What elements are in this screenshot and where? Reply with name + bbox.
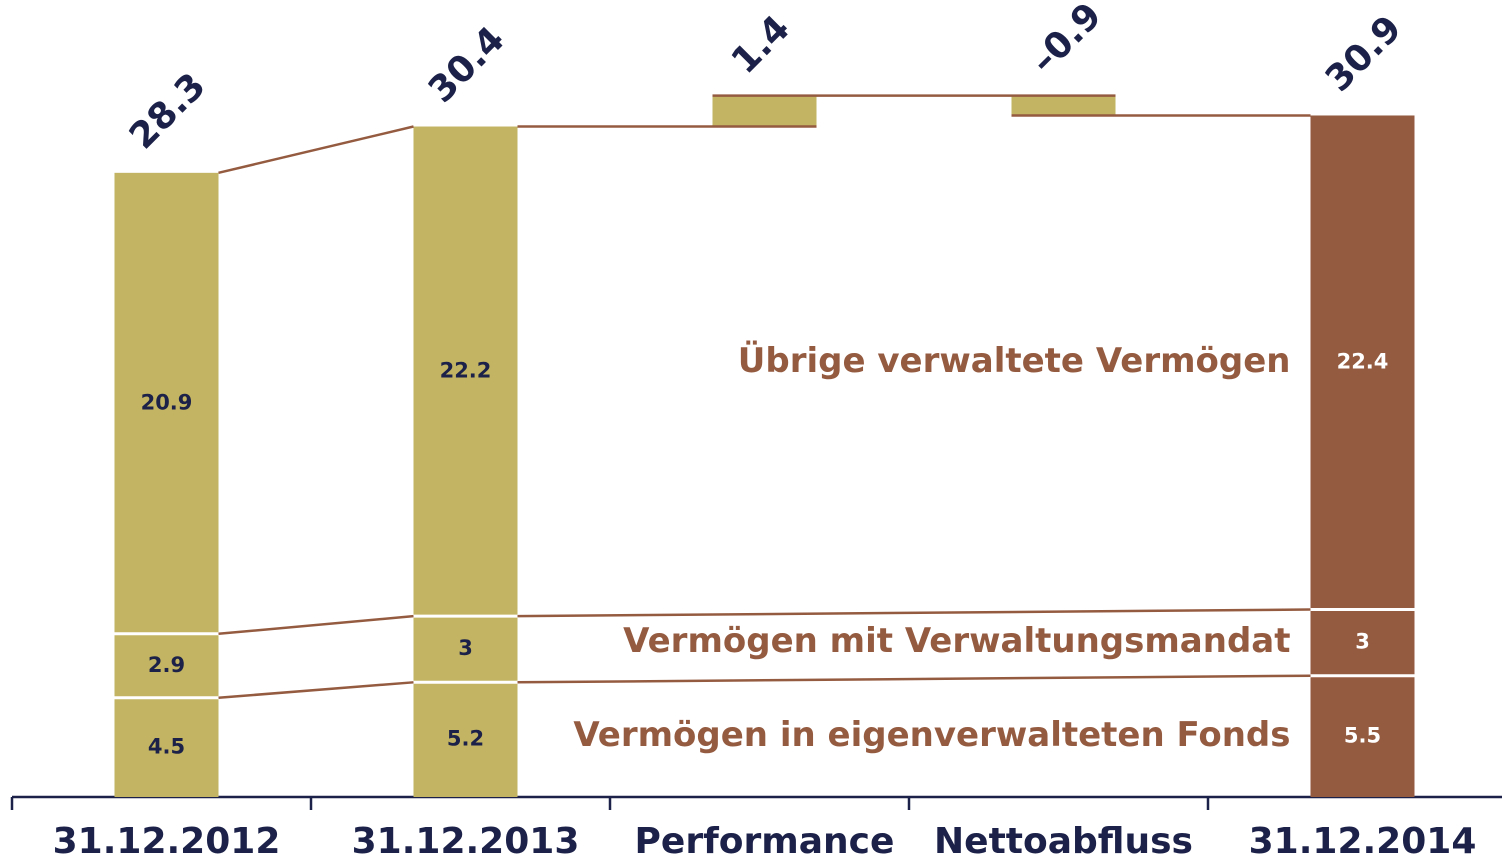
x-tick-label: Nettoabfluss	[934, 821, 1193, 862]
total-label: 30.9	[1318, 8, 1410, 100]
change-bar	[1011, 95, 1116, 116]
segment-label: 2.9	[148, 653, 185, 677]
segment-connector	[517, 608, 1311, 618]
bar-segment	[1310, 115, 1415, 610]
bar-segment	[413, 616, 518, 683]
bar-segment	[114, 633, 219, 698]
x-tick-label: Performance	[635, 821, 895, 862]
series-name: Vermögen in eigenverwalteten Fonds	[573, 715, 1290, 755]
x-tick-label: 31.12.2012	[53, 821, 281, 862]
segment-label: 22.4	[1337, 350, 1389, 374]
total-label: 30.4	[421, 19, 513, 111]
segment-connector	[218, 681, 414, 699]
segment-label: 4.5	[148, 734, 185, 758]
change-bar	[712, 95, 817, 127]
change-label: –0.9	[1023, 0, 1110, 82]
bar-segment	[1310, 675, 1415, 797]
segment-label: 5.2	[447, 727, 484, 751]
bar-segment	[114, 172, 219, 634]
segment-connector	[517, 674, 1311, 684]
bar-segment	[1310, 609, 1415, 676]
series-name: Übrige verwaltete Vermögen	[738, 340, 1291, 381]
bar-segment	[413, 126, 518, 617]
change-label: 1.4	[724, 8, 798, 82]
segment-label: 20.9	[141, 390, 193, 414]
x-tick-label: 31.12.2013	[352, 821, 580, 862]
segment-label: 3	[1355, 630, 1370, 654]
total-label: 28.3	[122, 65, 214, 157]
segment-label: 22.2	[440, 358, 492, 382]
bar-segment	[413, 682, 518, 797]
connector	[218, 125, 414, 175]
x-tick-label: 31.12.2014	[1249, 821, 1477, 862]
bar-segment	[114, 697, 219, 797]
segment-connector	[218, 614, 414, 636]
segment-label: 3	[458, 636, 473, 660]
segment-label: 5.5	[1344, 723, 1381, 747]
series-name: Vermögen mit Verwaltungsmandat	[623, 621, 1290, 661]
